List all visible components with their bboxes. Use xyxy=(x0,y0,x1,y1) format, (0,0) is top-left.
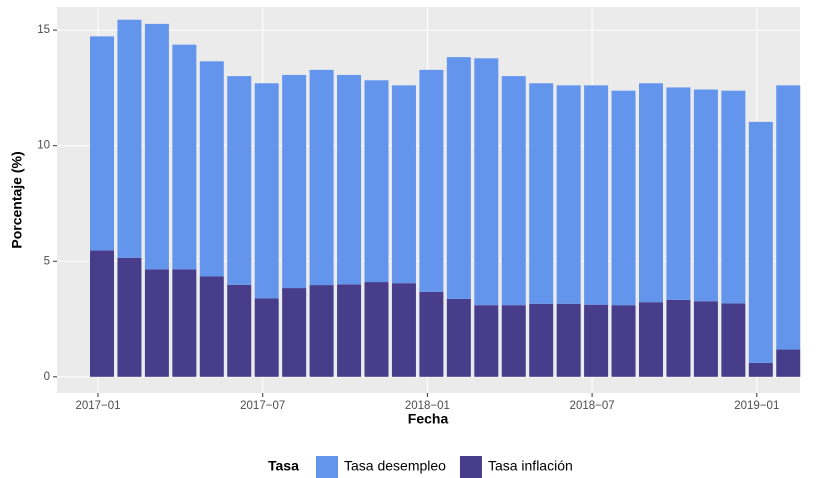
bar xyxy=(117,257,142,377)
bar xyxy=(391,85,416,284)
bar xyxy=(227,76,252,285)
bar xyxy=(364,80,389,283)
y-tick-label: 15 xyxy=(37,24,50,36)
bar xyxy=(474,305,499,377)
bar xyxy=(611,305,636,377)
bar xyxy=(611,90,636,306)
bar xyxy=(666,299,691,377)
x-tick-label: 2017−07 xyxy=(240,400,285,412)
bar xyxy=(282,288,307,377)
bar xyxy=(639,302,663,377)
bar xyxy=(337,284,362,377)
bar xyxy=(391,283,416,377)
legend-swatch xyxy=(459,456,482,478)
bar xyxy=(529,303,554,377)
bar xyxy=(254,298,279,377)
x-axis-title: Fecha xyxy=(408,411,449,427)
bar xyxy=(639,83,663,303)
bar xyxy=(309,69,334,286)
y-tick-label: 5 xyxy=(44,255,50,267)
bar xyxy=(364,282,389,377)
bar xyxy=(693,301,718,377)
bar xyxy=(584,85,609,305)
bar xyxy=(419,291,444,377)
bar xyxy=(446,298,471,377)
bar xyxy=(90,250,114,377)
bar xyxy=(556,85,581,304)
bar xyxy=(172,269,197,377)
bar xyxy=(446,57,471,299)
bar xyxy=(556,303,581,377)
x-tick-label: 2018−07 xyxy=(570,400,615,412)
bar xyxy=(199,276,224,377)
x-tick-label: 2017−01 xyxy=(75,400,120,412)
bar xyxy=(117,19,142,258)
bar xyxy=(584,304,609,377)
legend-label: Tasa inflación xyxy=(488,458,573,474)
bar xyxy=(693,89,718,302)
legend-swatch xyxy=(316,456,338,478)
bar xyxy=(776,349,801,377)
bar xyxy=(227,284,252,377)
bar xyxy=(721,303,746,377)
bar xyxy=(282,74,307,289)
bar xyxy=(721,90,746,304)
bar xyxy=(90,36,114,251)
bar xyxy=(172,44,197,270)
bar xyxy=(666,87,691,300)
x-tick-label: 2018−01 xyxy=(405,400,450,412)
legend-label: Tasa desempleo xyxy=(344,458,446,474)
legend-title: Tasa xyxy=(268,458,299,474)
bar xyxy=(144,23,169,270)
y-axis-title: Porcentaje (%) xyxy=(9,151,25,248)
bar xyxy=(144,269,169,377)
bar xyxy=(337,74,362,285)
bar xyxy=(501,305,526,377)
y-tick-label: 0 xyxy=(44,371,50,383)
bar xyxy=(748,362,773,377)
bar xyxy=(501,76,526,306)
bar xyxy=(748,121,773,363)
bar xyxy=(199,61,224,277)
bar xyxy=(529,83,554,304)
y-tick-label: 10 xyxy=(37,140,50,152)
bar xyxy=(254,83,279,299)
bar xyxy=(474,58,499,306)
bar xyxy=(309,285,334,377)
x-tick-label: 2019−01 xyxy=(734,400,779,412)
bar xyxy=(419,69,444,292)
bar xyxy=(776,85,801,350)
